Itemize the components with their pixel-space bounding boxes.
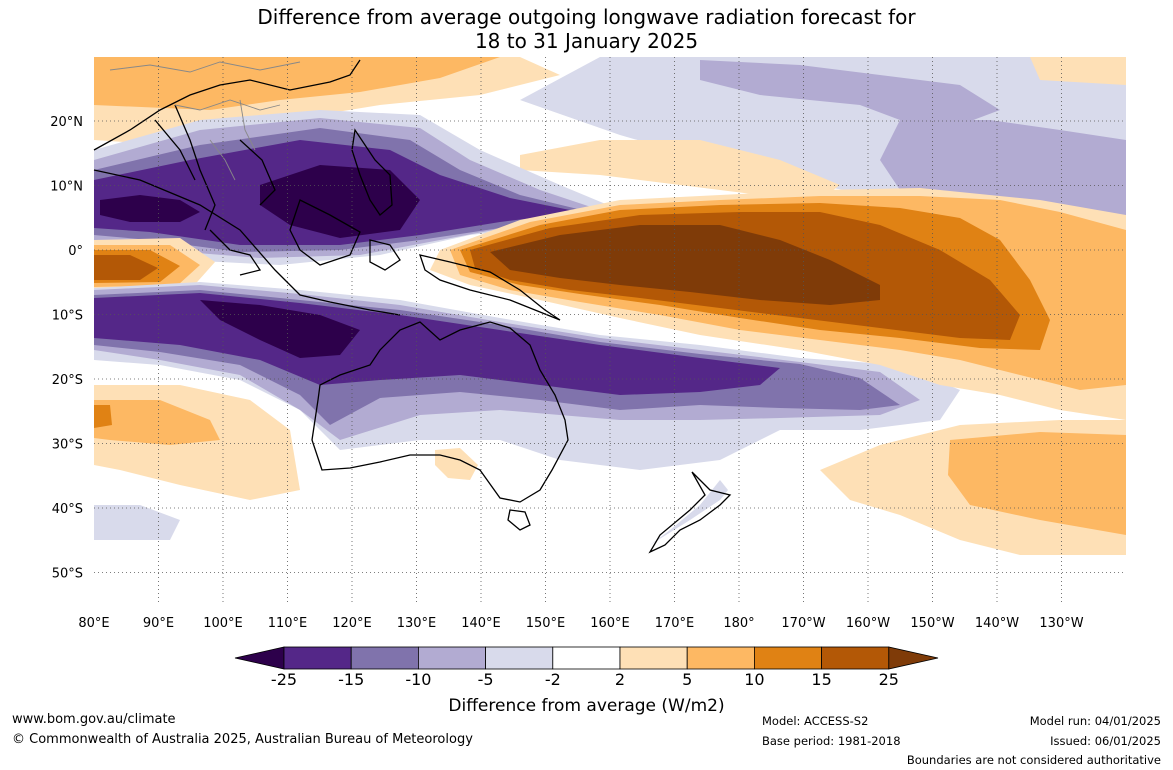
colorbar-tick-label: 10 — [744, 670, 765, 689]
copyright-notice: © Commonwealth of Australia 2025, Austra… — [12, 732, 473, 747]
model-name: Model: ACCESS-S2 — [762, 714, 869, 728]
colorbar-bin — [283, 646, 352, 670]
longitude-label: 160°W — [846, 616, 890, 631]
base-period: Base period: 1981-2018 — [762, 734, 901, 748]
colorbar-bin — [821, 646, 890, 670]
map-title-line1: Difference from average outgoing longwav… — [257, 5, 916, 29]
latitude-label: 40°S — [52, 502, 83, 517]
map-title-line2: 18 to 31 January 2025 — [474, 29, 699, 53]
colorbar-min-arrow — [234, 646, 285, 670]
colorbar-tick-label: -10 — [405, 670, 432, 689]
colorbar-bin — [686, 646, 755, 670]
graticule — [94, 57, 1126, 602]
colorbar-title: Difference from average (W/m2) — [448, 696, 725, 716]
colorbar-bin — [485, 646, 554, 670]
colorbar-bin — [619, 646, 688, 670]
longitude-label: 180° — [723, 616, 754, 631]
longitude-label: 140°E — [461, 616, 501, 631]
colorbar-tick-label: -25 — [270, 670, 298, 689]
longitude-label: 170°E — [655, 616, 695, 631]
longitude-label: 110°E — [268, 616, 308, 631]
colorbar-tick-label: 15 — [811, 670, 832, 689]
colorbar-bin — [552, 646, 621, 670]
colorbar — [234, 646, 939, 670]
longitude-label: 140°W — [975, 616, 1019, 631]
anomaly-field — [94, 57, 1126, 602]
longitude-label: 100°E — [203, 616, 243, 631]
boundaries-disclaimer: Boundaries are not considered authoritat… — [906, 753, 1161, 767]
latitude-label: 30°S — [52, 438, 83, 453]
coastlines — [93, 59, 732, 554]
longitude-label: 80°E — [78, 616, 109, 631]
latitude-label: 0° — [68, 244, 83, 259]
latitude-label: 20°S — [52, 373, 83, 388]
colorbar-bin — [350, 646, 419, 670]
latitude-label: 10°S — [52, 309, 83, 324]
longitude-label: 160°E — [590, 616, 630, 631]
longitude-label: 170°W — [781, 616, 825, 631]
colorbar-bin — [754, 646, 823, 670]
longitude-label: 150°W — [910, 616, 954, 631]
longitude-label: 130°E — [397, 616, 437, 631]
country-borders — [109, 61, 301, 181]
colorbar-bin — [417, 646, 486, 670]
latitude-labels: 20°N 10°N 0° 10°S 20°S 30°S 40°S 50°S — [50, 115, 83, 582]
latitude-label: 50°S — [52, 567, 83, 582]
longitude-label: 90°E — [143, 616, 174, 631]
colorbar-max-arrow — [888, 646, 939, 670]
colorbar-tick-label: -2 — [544, 670, 561, 689]
issued-date: Issued: 06/01/2025 — [1050, 734, 1161, 748]
colorbar-tick-label: 25 — [878, 670, 899, 689]
latitude-label: 20°N — [50, 115, 83, 130]
colorbar-tick-label: 5 — [682, 670, 693, 689]
model-run-date: Model run: 04/01/2025 — [1029, 714, 1161, 728]
latitude-label: 10°N — [50, 180, 83, 195]
longitude-label: 150°E — [526, 616, 566, 631]
longitude-label: 130°W — [1039, 616, 1083, 631]
longitude-label: 120°E — [332, 616, 372, 631]
colorbar-tick-label: 2 — [614, 670, 626, 689]
website-link[interactable]: www.bom.gov.au/climate — [12, 712, 176, 727]
colorbar-tick-label: -5 — [477, 670, 494, 689]
longitude-labels: 80°E 90°E 100°E 110°E 120°E 130°E 140°E 150°E 16… — [78, 616, 1083, 631]
colorbar-tick-label: -15 — [338, 670, 365, 689]
